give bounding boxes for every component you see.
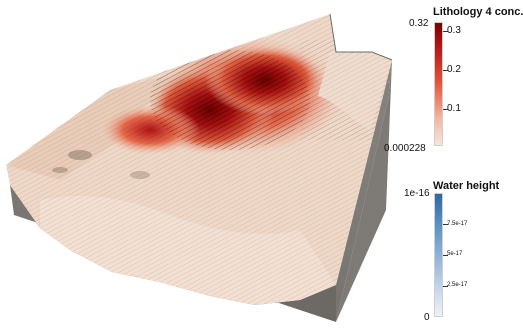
lithology-tick-label: 0.1: [447, 103, 461, 114]
lithology-legend-title: Lithology 4 conc.: [433, 6, 523, 18]
water-legend-title: Water height: [433, 180, 500, 192]
lithology-tick: [443, 109, 448, 110]
lithology-tick-label: 0.2: [447, 64, 461, 75]
water-tick: [443, 224, 448, 225]
water-tick-label: 5e-17: [447, 251, 463, 257]
lithology-color-bar: [434, 22, 443, 146]
lithology-tick-label: 0.3: [447, 25, 461, 36]
water-tick: [443, 255, 448, 256]
water-range-max: 1e-16: [404, 188, 430, 199]
water-tick-label: 2.5e-17: [447, 282, 468, 288]
lithology-range-min: 0.000228: [384, 143, 426, 154]
water-range-min: 0: [424, 312, 430, 323]
lithology-range-max: 0.32: [409, 18, 429, 29]
water-tick: [443, 286, 448, 287]
block-right-face: [336, 60, 392, 322]
terrain-surface: [6, 14, 392, 305]
water-color-bar: [434, 193, 443, 317]
water-tick-label: 7.5e-17: [447, 221, 468, 227]
block-front-face: [10, 185, 336, 322]
lithology-tick: [443, 70, 448, 71]
lithology-tick: [443, 31, 448, 32]
